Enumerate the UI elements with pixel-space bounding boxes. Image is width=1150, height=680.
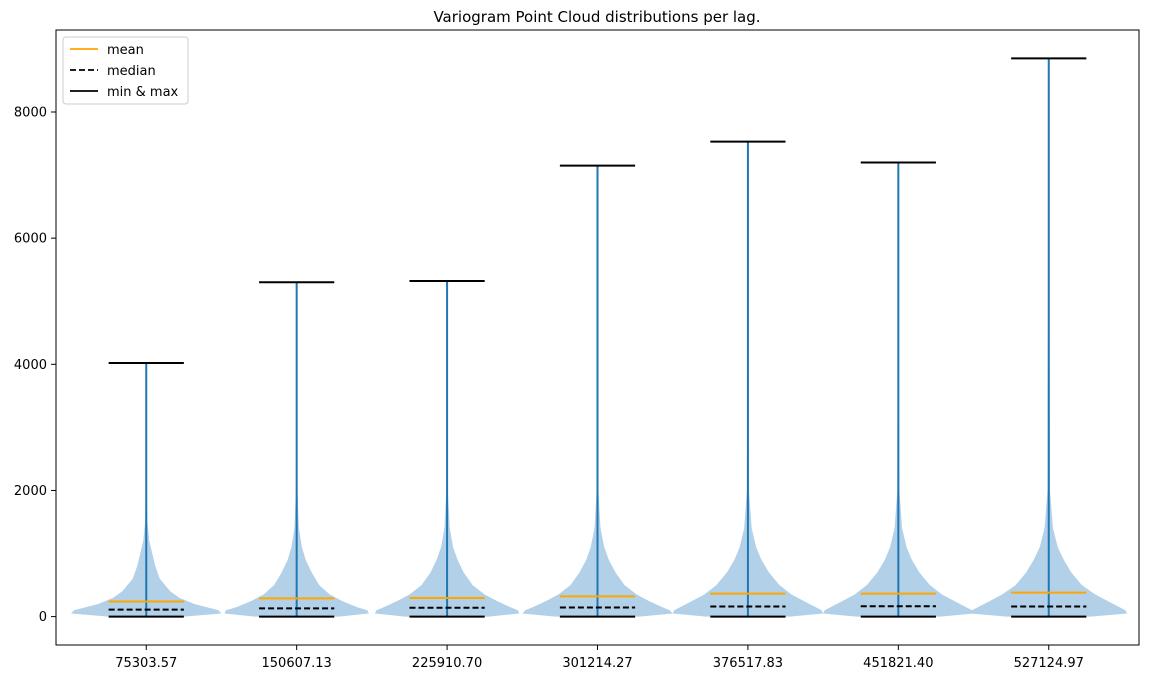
violin-75303.57: [71, 362, 222, 618]
legend: mean median min & max: [62, 36, 189, 105]
violins-group: [71, 57, 1127, 618]
x-tick-label: 301214.27: [562, 656, 632, 671]
legend-mean-label: mean: [107, 43, 144, 58]
x-axis: 75303.57 150607.13 225910.70 301214.27 37651…: [115, 645, 1084, 671]
x-tick-label: 451821.40: [863, 656, 933, 671]
y-tick-label: 8000: [14, 106, 47, 121]
x-tick-label: 75303.57: [115, 656, 177, 671]
x-tick-label: 527124.97: [1014, 656, 1084, 671]
violin-225910.70: [374, 280, 520, 618]
violin-150607.13: [224, 281, 369, 618]
legend-box: [62, 36, 189, 105]
y-tick-label: 2000: [14, 484, 47, 499]
violin-527124.97: [970, 57, 1127, 618]
violin-451821.40: [823, 161, 974, 618]
violin-301214.27: [522, 164, 673, 618]
y-axis: 0 2000 4000 6000 8000: [14, 106, 56, 625]
y-tick-label: 6000: [14, 232, 47, 247]
x-tick-label: 376517.83: [713, 656, 783, 671]
chart-title: Variogram Point Cloud distributions per …: [433, 8, 760, 26]
legend-median-label: median: [107, 64, 156, 79]
violin-376517.83: [672, 140, 824, 618]
y-tick-label: 0: [39, 610, 47, 625]
x-tick-label: 225910.70: [412, 656, 482, 671]
legend-minmax-label: min & max: [107, 85, 179, 100]
y-tick-label: 4000: [14, 358, 47, 373]
x-tick-label: 150607.13: [262, 656, 332, 671]
